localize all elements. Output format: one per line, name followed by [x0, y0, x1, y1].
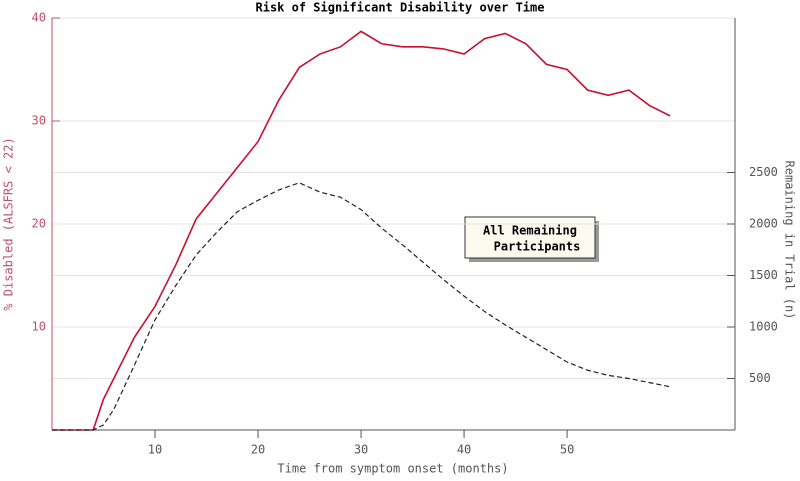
- y-tick-label: 20: [32, 217, 46, 231]
- series-line: [52, 182, 671, 431]
- x-axis-label: Time from symptom onset (months): [277, 462, 508, 476]
- x-tick-label: 50: [560, 443, 574, 457]
- x-tick-label: 40: [457, 443, 471, 457]
- y2-tick-label: 2000: [749, 217, 778, 231]
- annotation-line: Participants: [494, 240, 581, 254]
- y2-tick-label: 1500: [749, 268, 778, 282]
- annotation-line: All Remaining: [483, 224, 577, 238]
- chart-title: Risk of Significant Disability over Time: [256, 1, 545, 15]
- y2-tick-label: 1000: [749, 320, 778, 334]
- y2-axis-label: Remaining in Trial (n): [783, 161, 797, 320]
- x-tick-label: 30: [354, 443, 368, 457]
- y-tick-label: 10: [32, 320, 46, 334]
- y2-tick-label: 2500: [749, 165, 778, 179]
- x-tick-label: 20: [251, 443, 265, 457]
- y-tick-label: 30: [32, 114, 46, 128]
- y2-tick-label: 500: [749, 371, 771, 385]
- series-line: [52, 30, 671, 431]
- x-tick-label: 10: [148, 443, 162, 457]
- y-axis-label: % Disabled (ALSFRS < 22): [2, 137, 16, 310]
- y-tick-label: 40: [32, 11, 46, 25]
